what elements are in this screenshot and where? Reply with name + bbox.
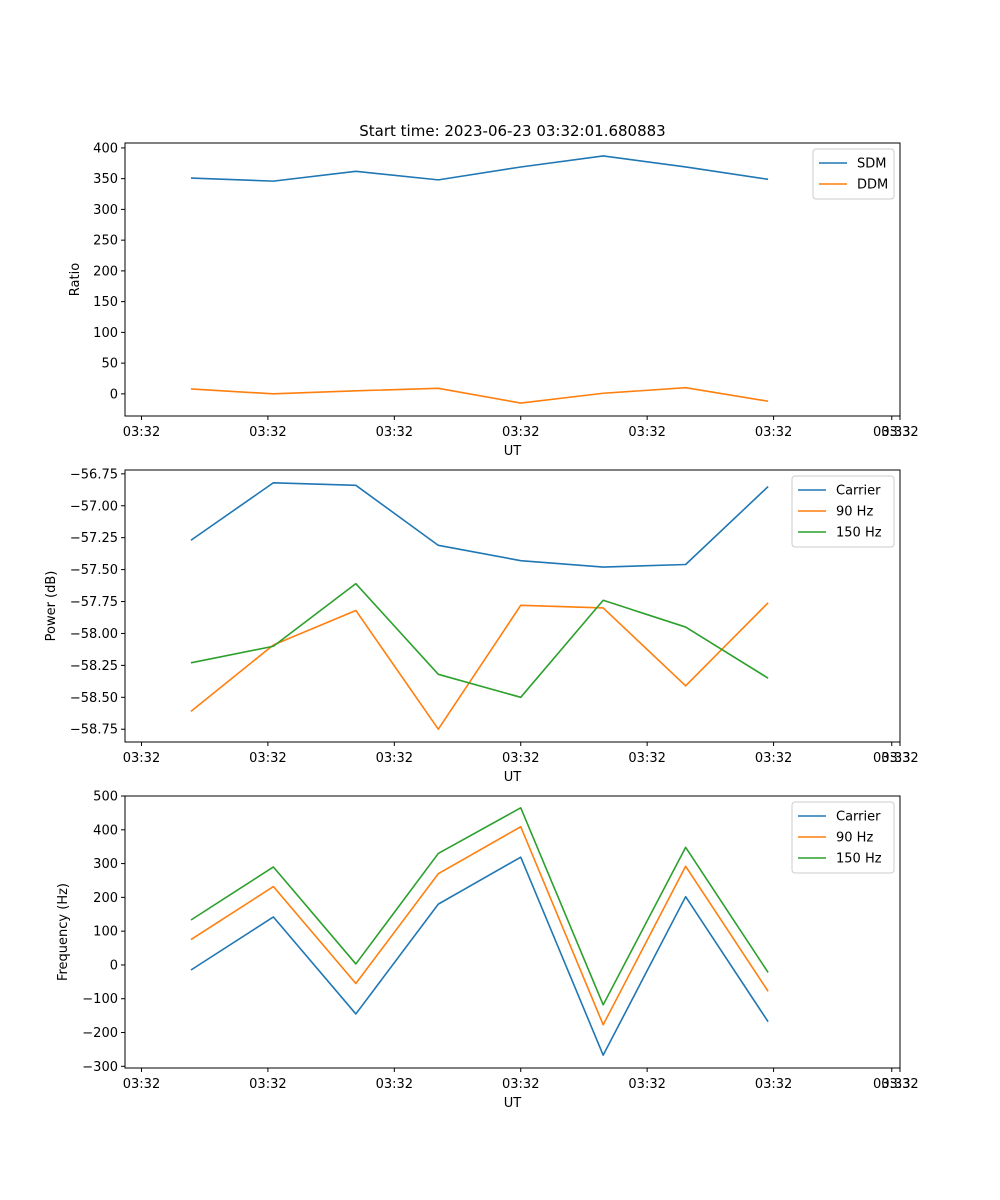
frequency-x-axis-label: UT	[504, 1096, 522, 1111]
ratio-y-tick-label: 50	[101, 357, 118, 372]
frequency-y-tick-label: 0	[110, 958, 118, 973]
frequency-y-tick-label: 400	[93, 823, 118, 838]
frequency-x-tick-label: 03:33	[873, 1077, 910, 1092]
power-axes-frame	[124, 469, 901, 743]
frequency-y-tick-label: −100	[82, 992, 118, 1007]
ratio-x-tick-label: 03:33	[873, 425, 910, 440]
ratio-series-line-sdm	[190, 155, 769, 182]
ratio-series-line-ddm	[190, 386, 769, 404]
power-x-tick-label: 03:32	[249, 751, 286, 766]
ratio-x-axis-label: UT	[504, 444, 522, 459]
ratio-y-tick-label: 150	[93, 295, 118, 310]
frequency-legend: Carrier 90 Hz 150 Hz	[791, 801, 895, 874]
power-y-tick-label: −58.75	[70, 723, 118, 738]
ratio-legend-box	[812, 148, 895, 200]
frequency-x-tick-label: 03:32	[376, 1077, 413, 1092]
ratio-x-tick-label: 03:32	[881, 425, 918, 440]
frequency-x-tick-label: 03:32	[502, 1077, 539, 1092]
power-x-tick-label: 03:32	[755, 751, 792, 766]
ratio-y-tick-label: 200	[93, 264, 118, 279]
power-legend-box	[791, 475, 895, 548]
frequency-y-tick-label: 300	[93, 857, 118, 872]
ratio-x-tick-label: 03:32	[249, 425, 286, 440]
power-y-tick-label: −58.50	[70, 691, 118, 706]
power-series-line-carrier	[190, 481, 769, 568]
ratio-legend-label: SDM	[857, 157, 886, 172]
power-x-tick-label: 03:32	[376, 751, 413, 766]
frequency-x-tick-label: 03:32	[628, 1077, 665, 1092]
frequency-y-tick-label: −300	[82, 1060, 118, 1075]
power-y-axis-label: Power (dB)	[44, 571, 59, 642]
power-y-tick-label: −57.50	[70, 563, 118, 578]
ratio-y-tick-label: 400	[93, 141, 118, 156]
frequency-y-tick-label: −200	[82, 1026, 118, 1041]
power-legend: Carrier 90 Hz 150 Hz	[791, 475, 895, 548]
frequency-x-tick-label: 03:32	[881, 1077, 918, 1092]
ratio-axes-frame	[124, 142, 901, 417]
ratio-y-tick-label: 350	[93, 172, 118, 187]
ratio-y-axis-label: Ratio	[68, 263, 83, 296]
figure-title: Start time: 2023-06-23 03:32:01.680883	[359, 122, 665, 140]
frequency-series-line-90-hz	[190, 825, 769, 1026]
ratio-legend: SDM DDM	[812, 148, 895, 200]
ratio-legend-label: DDM	[857, 178, 888, 193]
frequency-legend-label: 90 Hz	[836, 831, 873, 846]
ratio-y-tick-label: 0	[110, 387, 118, 402]
ratio-y-tick-label: 250	[93, 234, 118, 249]
power-x-tick-label: 03:32	[502, 751, 539, 766]
power-x-axis-label: UT	[504, 770, 522, 785]
ratio-x-tick-label: 03:32	[376, 425, 413, 440]
power-y-tick-label: −57.25	[70, 531, 118, 546]
ratio-x-tick-label: 03:32	[755, 425, 792, 440]
power-x-tick-label: 03:33	[873, 751, 910, 766]
power-x-tick-label: 03:32	[123, 751, 160, 766]
frequency-series-line-150-hz	[190, 807, 769, 1006]
frequency-axes-frame	[124, 795, 901, 1069]
frequency-legend-label: 150 Hz	[836, 852, 882, 867]
frequency-series-line-carrier	[190, 856, 769, 1056]
power-y-tick-label: −56.75	[70, 467, 118, 482]
power-series-line-150-hz	[190, 582, 769, 699]
ratio-x-tick-label: 03:32	[628, 425, 665, 440]
ratio-x-tick-label: 03:32	[123, 425, 160, 440]
power-y-tick-label: −58.25	[70, 659, 118, 674]
power-x-tick-label: 03:32	[628, 751, 665, 766]
ratio-x-tick-label: 03:32	[502, 425, 539, 440]
frequency-y-tick-label: 500	[93, 790, 118, 805]
power-y-tick-label: −57.75	[70, 595, 118, 610]
power-legend-label: 150 Hz	[836, 526, 882, 541]
power-y-tick-label: −58.00	[70, 627, 118, 642]
frequency-y-axis-label: Frequency (Hz)	[56, 883, 71, 981]
power-series-line-90-hz	[190, 602, 769, 731]
power-chart: −58.75 −58.50 −58.25 −58.00 −57.75 −57.50 −57.…	[44, 467, 919, 785]
frequency-y-tick-label: 100	[93, 925, 118, 940]
frequency-x-tick-label: 03:32	[755, 1077, 792, 1092]
power-legend-label: 90 Hz	[836, 505, 873, 520]
ratio-y-tick-label: 300	[93, 203, 118, 218]
power-y-tick-label: −57.00	[70, 499, 118, 514]
frequency-x-tick-label: 03:32	[123, 1077, 160, 1092]
frequency-y-tick-label: 200	[93, 891, 118, 906]
frequency-legend-label: Carrier	[836, 810, 881, 825]
power-legend-label: Carrier	[836, 484, 881, 499]
frequency-x-tick-label: 03:32	[249, 1077, 286, 1092]
frequency-legend-box	[791, 801, 895, 874]
ratio-y-tick-label: 100	[93, 326, 118, 341]
power-x-tick-label: 03:32	[881, 751, 918, 766]
